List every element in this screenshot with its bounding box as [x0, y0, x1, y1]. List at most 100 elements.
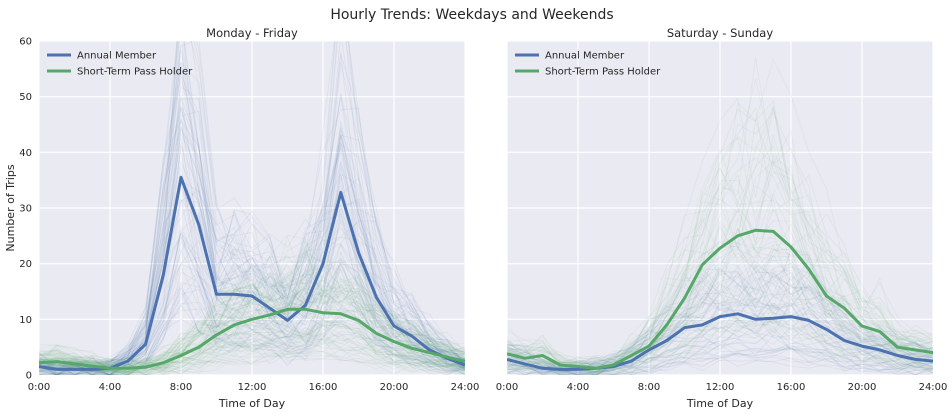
daily-trace [39, 207, 465, 374]
daily-trace [39, 275, 465, 370]
daily-trace [507, 347, 933, 375]
daily-trace [507, 301, 933, 371]
daily-trace [39, 339, 465, 375]
x-tick-label: 4:00 [567, 382, 589, 393]
daily-trace [39, 265, 465, 375]
daily-trace [507, 97, 933, 368]
daily-trace [39, 350, 465, 375]
daily-trace [507, 359, 933, 375]
x-tick-label: 16:00 [309, 382, 338, 393]
daily-trace [507, 322, 933, 375]
daily-trace [39, 128, 465, 375]
daily-trace [39, 231, 465, 375]
daily-trace [507, 327, 933, 375]
legend-label: Annual Member [545, 51, 625, 62]
daily-trace [507, 334, 933, 375]
daily-trace [39, 260, 465, 368]
daily-trace [39, 301, 465, 375]
daily-trace [39, 125, 465, 375]
daily-trace [507, 264, 933, 375]
daily-trace [39, 271, 465, 375]
daily-trace [507, 292, 933, 375]
daily-trace [39, 349, 465, 375]
daily-trace [39, 338, 465, 375]
daily-trace [39, 304, 465, 374]
daily-trace [39, 248, 465, 370]
daily-trace [507, 352, 933, 375]
daily-trace [507, 326, 933, 375]
x-tick-label: 24:00 [919, 382, 948, 393]
daily-trace [507, 283, 933, 375]
weekday-panel: Monday - Friday 0:00 4:00 8:00 12:00 16:00 20:… [4, 26, 480, 410]
daily-trace [39, 219, 465, 375]
x-tick-label: 12:00 [706, 382, 735, 393]
daily-trace [39, 280, 465, 370]
daily-trace [507, 277, 933, 370]
daily-trace [39, 286, 465, 375]
daily-trace [39, 251, 465, 371]
x-tick-label: 8:00 [170, 382, 192, 393]
daily-trace [507, 227, 933, 371]
daily-trace [507, 275, 933, 373]
daily-trace [39, 273, 465, 370]
x-axis-label: Time of Day [686, 397, 754, 410]
daily-trace [39, 274, 465, 375]
daily-trace [507, 259, 933, 374]
daily-trace [39, 167, 465, 375]
daily-trace [39, 127, 465, 371]
daily-trace [39, 211, 465, 375]
daily-trace [39, 275, 465, 374]
daily-trace [39, 41, 465, 372]
daily-trace [507, 355, 933, 375]
daily-trace [507, 261, 933, 373]
daily-trace [507, 301, 933, 375]
daily-trace [39, 41, 465, 371]
y-tick-label: 0 [26, 371, 32, 382]
y-tick-label: 40 [19, 148, 32, 159]
x-tick-label: 0:00 [496, 382, 518, 393]
daily-trace [39, 79, 465, 374]
daily-trace [39, 334, 465, 375]
x-tick-label: 16:00 [777, 382, 806, 393]
legend-label: Annual Member [77, 51, 157, 62]
daily-trace [39, 41, 465, 367]
daily-trace [39, 239, 465, 372]
daily-trace [39, 318, 465, 375]
short-term-pass-line [39, 307, 465, 370]
daily-trace [39, 118, 465, 375]
daily-trace [39, 271, 465, 372]
daily-trace [507, 111, 933, 363]
daily-trace [39, 137, 465, 375]
daily-trace [39, 241, 465, 369]
daily-trace [39, 322, 465, 373]
daily-trace [39, 235, 465, 368]
legend-label: Short-Term Pass Holder [545, 67, 661, 78]
daily-trace [39, 41, 465, 372]
daily-trace [507, 249, 933, 371]
daily-trace [39, 323, 465, 375]
daily-trace [39, 262, 465, 375]
daily-trace [507, 148, 933, 365]
x-tick-label: 8:00 [638, 382, 660, 393]
daily-trace [39, 268, 465, 375]
daily-trace [39, 292, 465, 374]
weekend-panel: Saturday - Sunday 0:00 4:00 8:00 12:00 16:00 2… [496, 26, 948, 410]
daily-trace [507, 314, 933, 375]
x-tick-label: 4:00 [99, 382, 121, 393]
daily-trace [507, 270, 933, 374]
daily-trace [39, 314, 465, 375]
y-tick-label: 50 [19, 92, 32, 103]
daily-trace [39, 279, 465, 373]
daily-trace [507, 319, 933, 375]
x-tick-label: 24:00 [451, 382, 480, 393]
daily-trace [507, 105, 933, 369]
daily-trace [507, 57, 933, 370]
daily-trace [507, 242, 933, 372]
daily-trace [39, 308, 465, 371]
panel-title: Saturday - Sunday [667, 26, 774, 40]
daily-trace [507, 99, 933, 365]
daily-trace [507, 265, 933, 372]
daily-trace [39, 52, 465, 373]
daily-trace [39, 94, 465, 370]
